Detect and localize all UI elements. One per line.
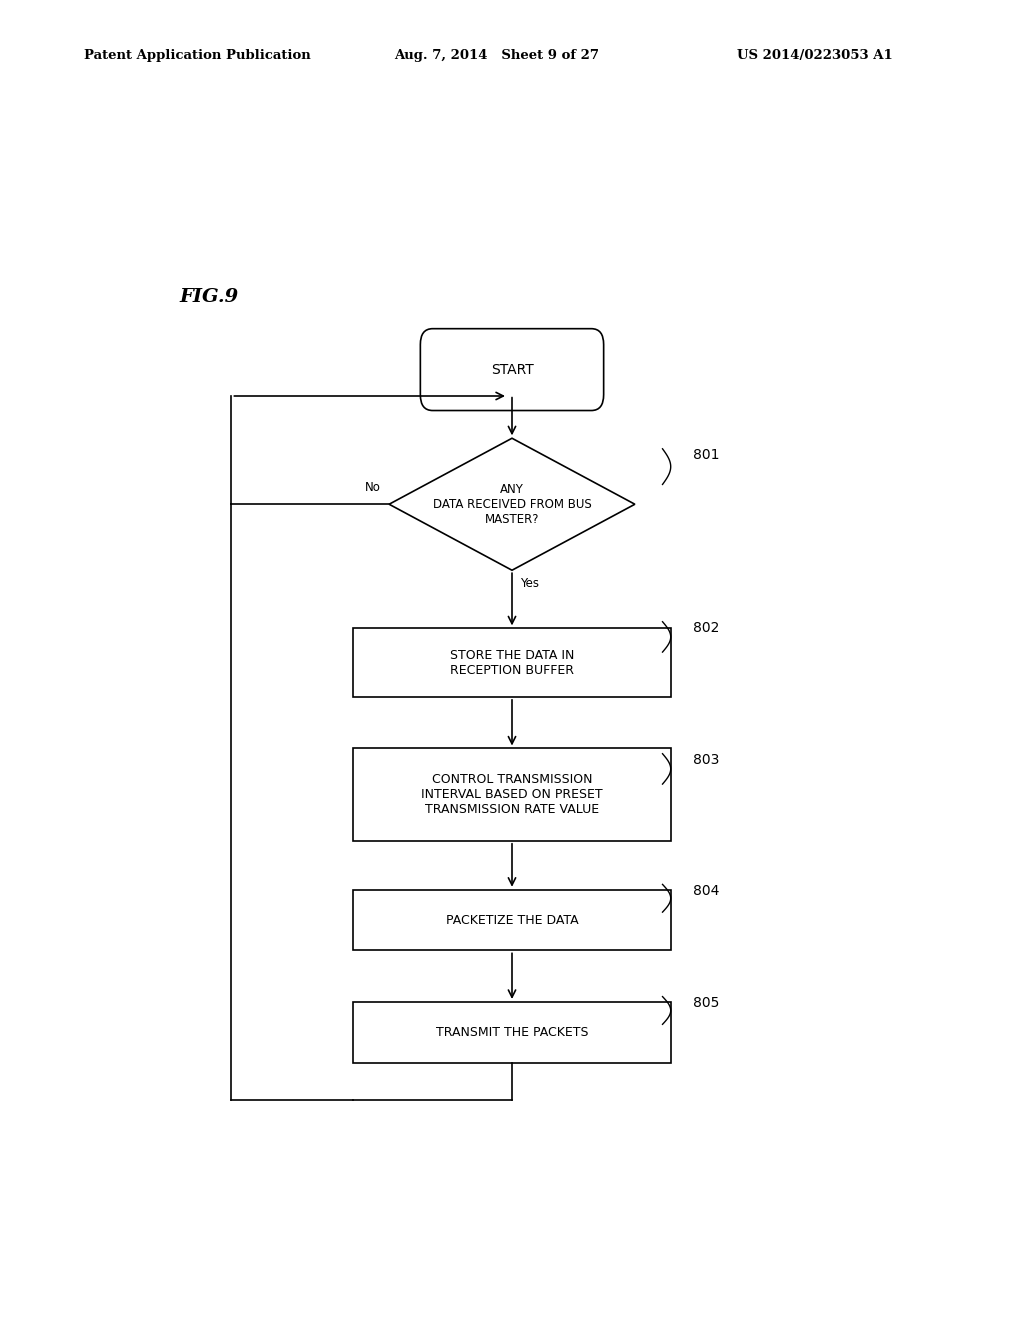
Text: No: No: [365, 480, 381, 494]
Text: ANY
DATA RECEIVED FROM BUS
MASTER?: ANY DATA RECEIVED FROM BUS MASTER?: [432, 483, 592, 525]
Bar: [353, 890, 671, 950]
Bar: [353, 628, 671, 697]
Text: 804: 804: [693, 884, 720, 898]
Text: US 2014/0223053 A1: US 2014/0223053 A1: [737, 49, 893, 62]
Text: STORE THE DATA IN
RECEPTION BUFFER: STORE THE DATA IN RECEPTION BUFFER: [450, 648, 574, 677]
Text: Aug. 7, 2014   Sheet 9 of 27: Aug. 7, 2014 Sheet 9 of 27: [394, 49, 599, 62]
Text: TRANSMIT THE PACKETS: TRANSMIT THE PACKETS: [436, 1026, 588, 1039]
Bar: [353, 748, 671, 841]
Text: FIG.9: FIG.9: [179, 288, 239, 306]
Text: CONTROL TRANSMISSION
INTERVAL BASED ON PRESET
TRANSMISSION RATE VALUE: CONTROL TRANSMISSION INTERVAL BASED ON P…: [421, 774, 603, 816]
Text: PACKETIZE THE DATA: PACKETIZE THE DATA: [445, 913, 579, 927]
Text: Yes: Yes: [520, 577, 540, 590]
Text: 805: 805: [693, 997, 720, 1010]
Polygon shape: [389, 438, 635, 570]
Text: Patent Application Publication: Patent Application Publication: [84, 49, 310, 62]
Bar: [353, 1002, 671, 1063]
Text: 801: 801: [693, 449, 720, 462]
Text: 803: 803: [693, 754, 720, 767]
FancyBboxPatch shape: [420, 329, 603, 411]
Text: START: START: [490, 363, 534, 376]
Text: 802: 802: [693, 622, 720, 635]
